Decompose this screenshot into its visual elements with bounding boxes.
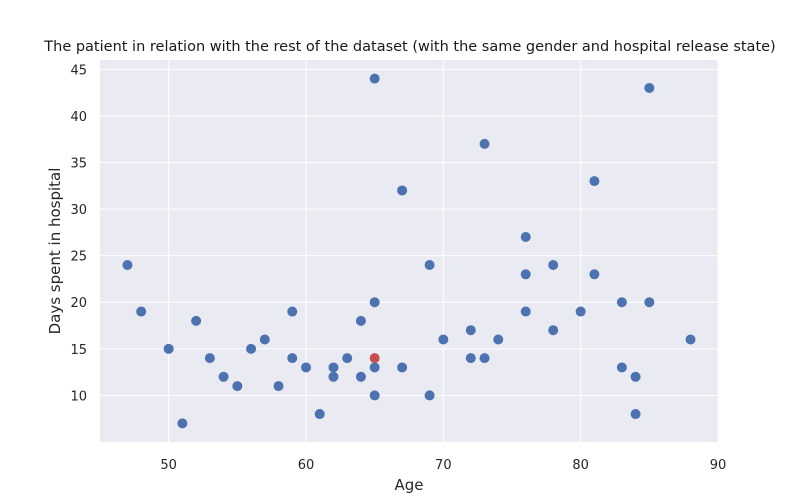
dataset-point <box>465 325 476 336</box>
y-tick-label: 35 <box>70 156 87 171</box>
y-tick-label: 45 <box>70 63 87 78</box>
dataset-point <box>520 306 531 317</box>
dataset-point <box>191 315 202 326</box>
dataset-point <box>589 176 600 187</box>
dataset-point <box>287 306 298 317</box>
chart-title: The patient in relation with the rest of… <box>43 39 775 55</box>
dataset-point <box>397 362 408 373</box>
dataset-point <box>465 353 476 364</box>
dataset-point <box>232 381 243 392</box>
dataset-point <box>630 371 641 382</box>
x-axis-label: Age <box>394 476 423 494</box>
x-tick-label: 60 <box>298 458 315 473</box>
dataset-point <box>369 73 380 84</box>
x-tick-label: 50 <box>160 458 177 473</box>
dataset-point <box>287 353 298 364</box>
dataset-point <box>342 353 353 364</box>
dataset-point <box>369 362 380 373</box>
dataset-point <box>644 82 655 93</box>
dataset-point <box>548 259 559 270</box>
dataset-point <box>397 185 408 196</box>
x-tick-label: 80 <box>572 458 589 473</box>
dataset-point <box>575 306 586 317</box>
patient-point <box>369 353 380 364</box>
dataset-point <box>479 353 490 364</box>
y-tick-label: 30 <box>70 203 87 218</box>
y-tick-label: 40 <box>70 110 87 125</box>
y-axis-label: Days spent in hospital <box>46 168 64 335</box>
dataset-point <box>259 334 270 345</box>
dataset-point <box>493 334 504 345</box>
x-tick-label: 90 <box>710 458 727 473</box>
dataset-point <box>479 138 490 149</box>
dataset-point <box>616 297 627 308</box>
y-tick-label: 20 <box>70 296 87 311</box>
y-tick-label: 10 <box>70 389 87 404</box>
dataset-point <box>369 390 380 401</box>
x-tick-label: 70 <box>435 458 452 473</box>
dataset-point <box>520 269 531 280</box>
dataset-point <box>589 269 600 280</box>
dataset-point <box>177 418 188 429</box>
dataset-point <box>218 371 229 382</box>
gridlines <box>100 60 719 442</box>
dataset-point <box>273 381 284 392</box>
dataset-point <box>136 306 147 317</box>
dataset-point <box>328 362 339 373</box>
plot-area <box>100 60 718 442</box>
dataset-point <box>355 315 366 326</box>
dataset-point <box>369 297 380 308</box>
dataset-point <box>301 362 311 373</box>
dataset-point <box>520 232 531 243</box>
dataset-point <box>438 334 449 345</box>
dataset-point <box>314 409 325 420</box>
dataset-point <box>424 259 435 270</box>
data-points <box>122 73 696 429</box>
dataset-point <box>616 362 627 373</box>
dataset-point <box>644 297 655 308</box>
y-tick-label: 15 <box>70 343 87 358</box>
y-tick-label: 25 <box>70 250 87 265</box>
dataset-point <box>355 371 366 382</box>
dataset-point <box>246 343 257 354</box>
dataset-point <box>424 390 435 401</box>
dataset-point <box>630 409 641 420</box>
dataset-point <box>122 259 133 270</box>
dataset-point <box>685 334 696 345</box>
tick-labels: 50 60 70 80 90 10 15 20 25 30 35 40 45 <box>70 63 726 473</box>
dataset-point <box>548 325 559 336</box>
dataset-point <box>204 353 215 364</box>
dataset-point <box>163 343 174 354</box>
dataset-point <box>328 371 339 382</box>
